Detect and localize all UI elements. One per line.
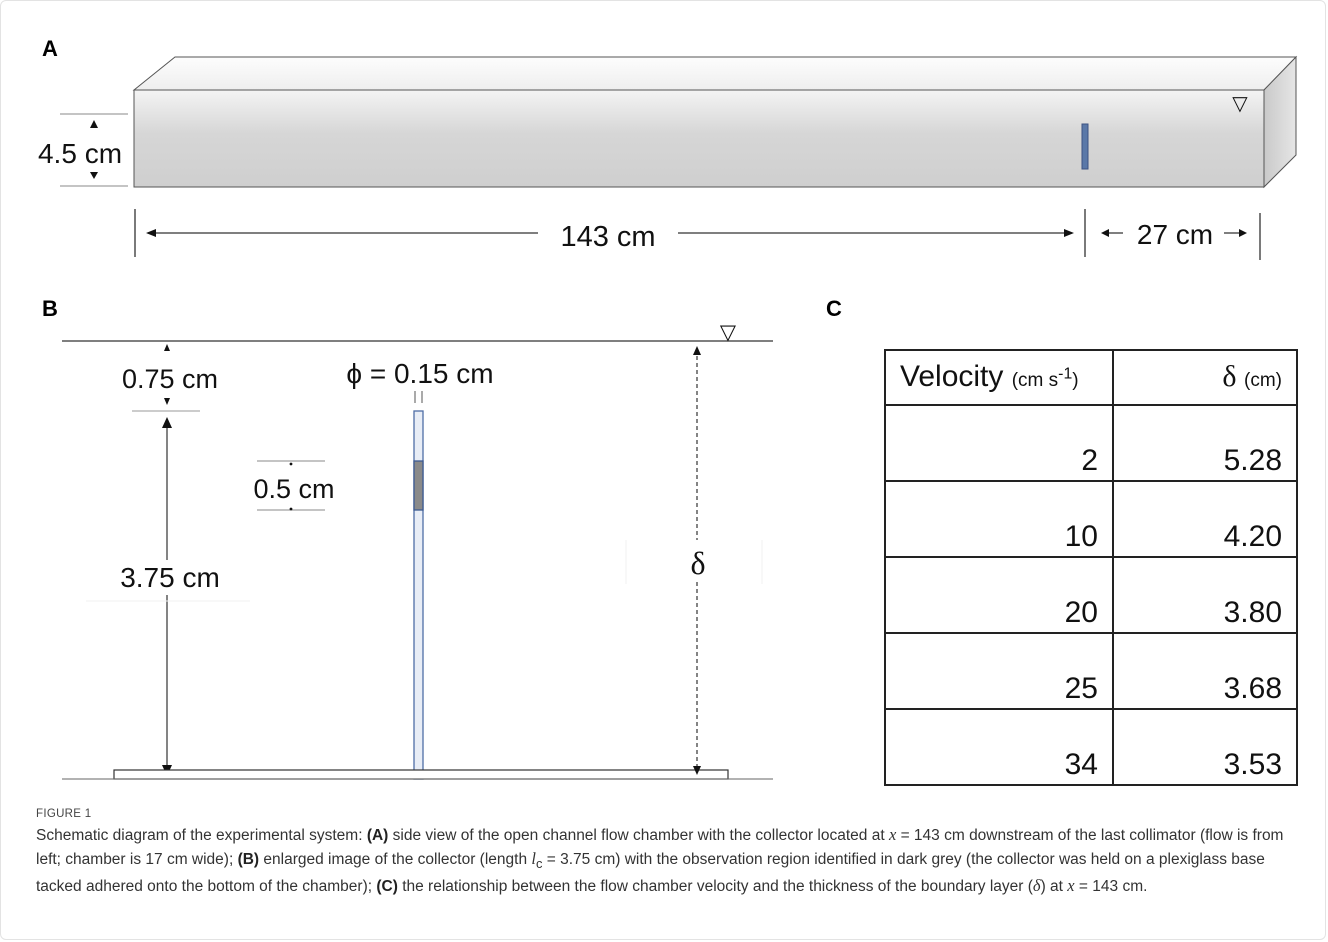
velocity-cell: 25 <box>884 632 1114 710</box>
figure-label: FIGURE 1 <box>36 808 92 820</box>
flow-chamber-box <box>132 55 1298 189</box>
plexiglass-base <box>113 769 729 780</box>
delta-cell: 3.53 <box>1112 708 1298 786</box>
velocity-cell: 10 <box>884 480 1114 558</box>
panel-a-letter: A <box>42 36 58 61</box>
figure-schematic: A ▽ 4.5 cm 143 cm 27 cm B ▽ 0.75 cm <box>38 36 1298 780</box>
water-surface-symbol-a: ▽ <box>1232 93 1248 115</box>
window-dimension <box>257 460 325 511</box>
figure-caption: FIGURE 1 Schematic diagram of the experi… <box>36 806 1298 899</box>
offset-label-a: 27 cm <box>1137 219 1213 250</box>
table-row: 2 5.28 <box>884 404 1298 482</box>
diameter-label: ϕ = 0.15 cm <box>346 358 493 389</box>
velocity-cell: 34 <box>884 708 1114 786</box>
table-row: 34 3.53 <box>884 708 1298 786</box>
delta-cell: 4.20 <box>1112 480 1298 558</box>
velocity-delta-table: Velocity (cm s-1) δ (cm) 2 5.28 10 4.20 … <box>884 349 1298 786</box>
collector-length-label: 3.75 cm <box>120 562 220 593</box>
panel-c-letter: C <box>826 296 842 321</box>
delta-dimension <box>625 346 763 775</box>
delta-cell: 3.68 <box>1112 632 1298 710</box>
height-dimension-a <box>60 113 128 187</box>
velocity-cell: 2 <box>884 404 1114 482</box>
height-label-a: 4.5 cm <box>38 138 122 169</box>
length-dimension-a <box>134 209 1261 260</box>
window-label: 0.5 cm <box>253 474 334 504</box>
table-header-row: Velocity (cm s-1) δ (cm) <box>884 349 1298 406</box>
velocity-cell: 20 <box>884 556 1114 634</box>
length-label-a: 143 cm <box>560 221 655 253</box>
table-row: 25 3.68 <box>884 632 1298 710</box>
top-gap-label: 0.75 cm <box>122 364 218 394</box>
collector-marker <box>1081 123 1089 170</box>
delta-symbol-b: δ <box>690 545 705 581</box>
table-row: 20 3.80 <box>884 556 1298 634</box>
panel-b-letter: B <box>42 296 58 321</box>
water-surface-symbol-b: ▽ <box>720 321 737 344</box>
header-velocity: Velocity (cm s-1) <box>884 349 1114 406</box>
delta-cell: 5.28 <box>1112 404 1298 482</box>
collector-length-dimension <box>86 417 250 776</box>
header-delta: δ (cm) <box>1112 349 1298 406</box>
top-gap-dimension <box>132 344 200 412</box>
delta-cell: 3.80 <box>1112 556 1298 634</box>
observation-region <box>413 460 424 511</box>
caption-text: Schematic diagram of the experimental sy… <box>36 825 1284 896</box>
table-row: 10 4.20 <box>884 480 1298 558</box>
